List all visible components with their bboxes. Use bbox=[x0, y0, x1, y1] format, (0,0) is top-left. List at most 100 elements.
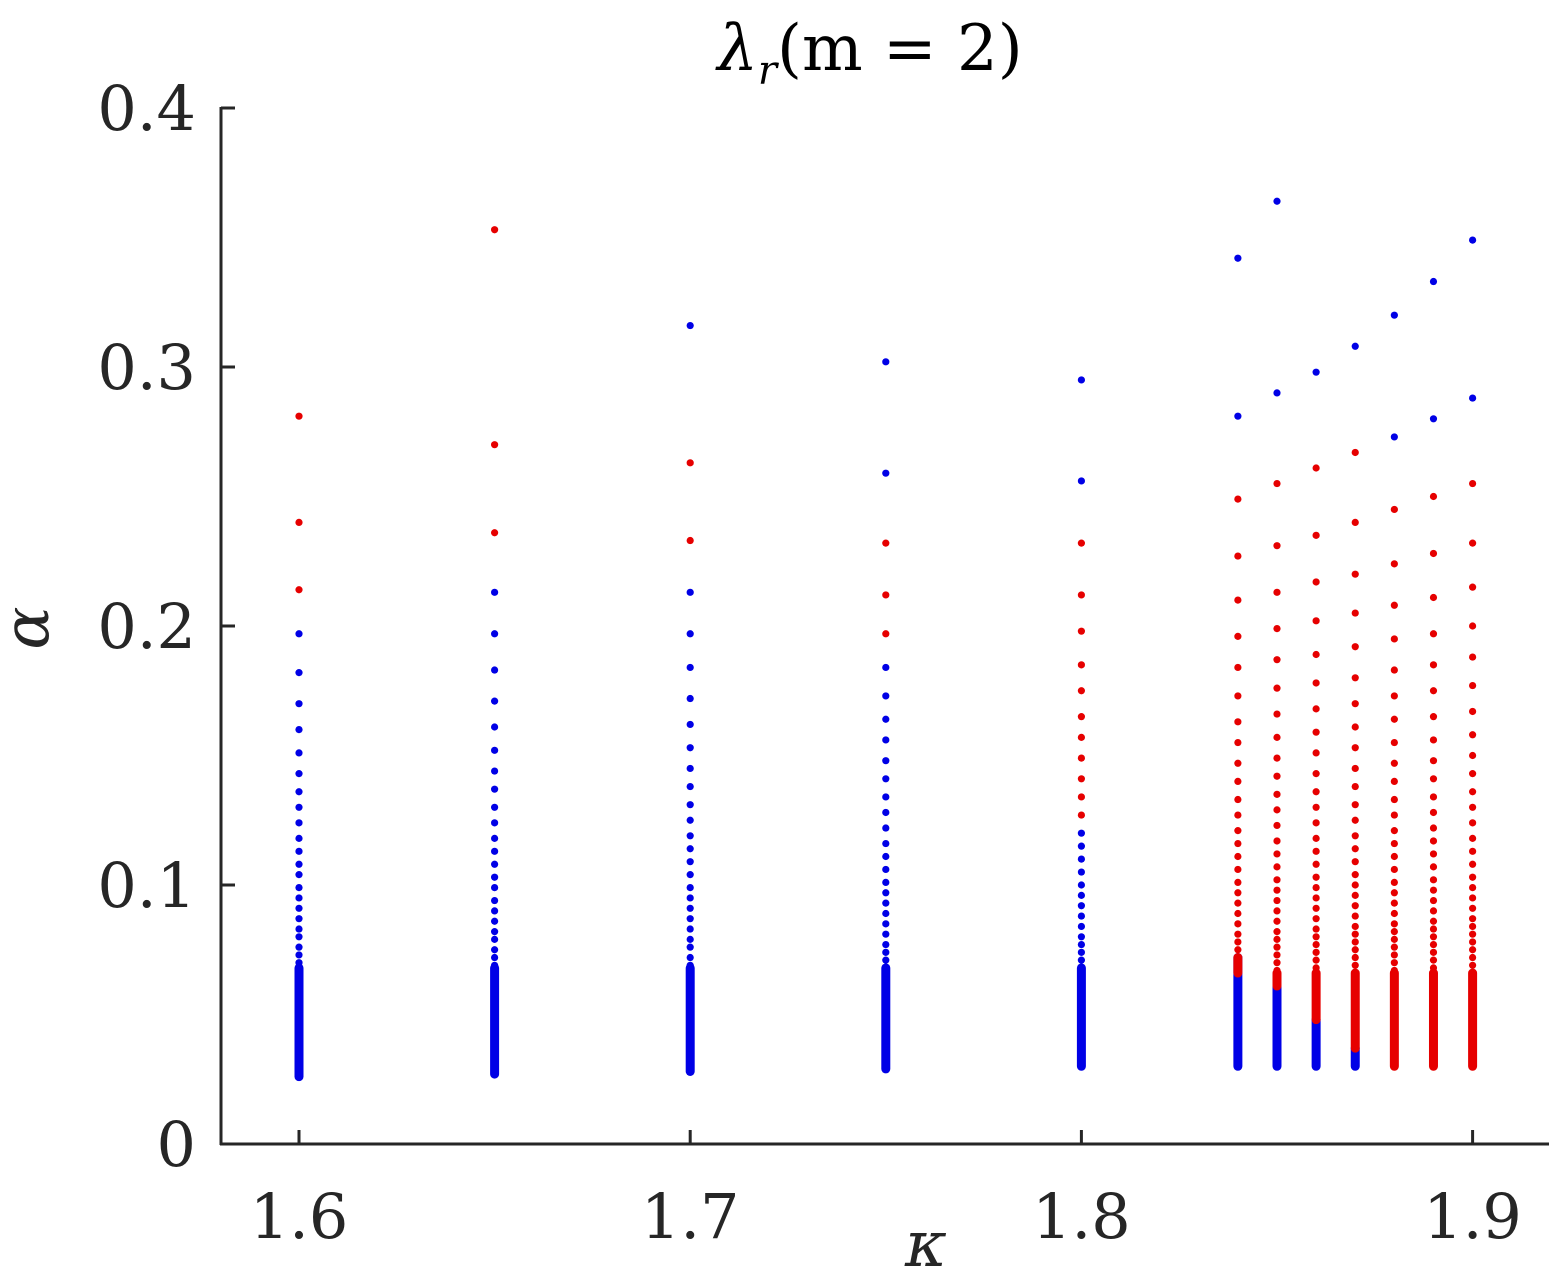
chart-title-rest: (m = 2) bbox=[777, 12, 1023, 86]
red-point bbox=[686, 459, 694, 467]
blue-point bbox=[295, 669, 303, 677]
blue-point bbox=[491, 961, 499, 969]
blue-point bbox=[686, 764, 694, 773]
red-point bbox=[1234, 495, 1242, 503]
blue-point bbox=[295, 871, 303, 879]
red-point bbox=[1429, 824, 1438, 832]
red-point bbox=[1469, 479, 1477, 488]
blue-point bbox=[491, 896, 499, 905]
blue-point bbox=[882, 948, 890, 956]
red-point bbox=[1390, 839, 1398, 848]
red-point bbox=[1273, 850, 1281, 858]
y-tick-label: 0.4 bbox=[97, 72, 196, 145]
red-point bbox=[1234, 738, 1242, 747]
red-point bbox=[1429, 896, 1438, 905]
red-point bbox=[1312, 915, 1320, 923]
red-point bbox=[1312, 728, 1320, 736]
blue-point bbox=[491, 873, 499, 881]
red-point bbox=[1273, 542, 1281, 550]
red-point bbox=[1312, 979, 1320, 988]
blue-point bbox=[295, 834, 303, 842]
red-point bbox=[1273, 754, 1281, 762]
red-point bbox=[1351, 570, 1359, 578]
blue-point bbox=[686, 832, 694, 840]
red-point bbox=[1351, 977, 1359, 985]
kappa-column bbox=[1428, 277, 1438, 1071]
red-point bbox=[1351, 930, 1359, 938]
red-point bbox=[1312, 956, 1320, 964]
red-point bbox=[1390, 635, 1398, 643]
blue-point bbox=[1312, 368, 1320, 376]
blue-point bbox=[1351, 342, 1359, 350]
red-point bbox=[1469, 834, 1477, 842]
y-tick-label: 0.1 bbox=[97, 849, 196, 922]
blue-point bbox=[1390, 311, 1398, 319]
red-point bbox=[1077, 713, 1085, 721]
red-point bbox=[1351, 953, 1359, 962]
red-point bbox=[1469, 938, 1477, 946]
red-point bbox=[1390, 811, 1398, 819]
blue-point bbox=[1077, 964, 1085, 972]
red-point bbox=[1429, 661, 1438, 669]
red-point bbox=[1469, 873, 1477, 881]
blue-point bbox=[686, 883, 694, 892]
red-point bbox=[1429, 917, 1438, 925]
red-point bbox=[1351, 723, 1359, 731]
blue-point bbox=[686, 816, 694, 824]
red-point bbox=[1351, 946, 1359, 954]
red-point bbox=[1429, 863, 1438, 871]
red-point bbox=[1077, 661, 1085, 669]
red-point bbox=[1469, 883, 1477, 892]
blue-point bbox=[1273, 197, 1281, 205]
red-point bbox=[1390, 560, 1398, 568]
blue-point bbox=[686, 694, 694, 703]
red-point bbox=[1312, 972, 1320, 980]
blue-point bbox=[1390, 433, 1398, 441]
red-point bbox=[1351, 764, 1359, 773]
red-point bbox=[1077, 793, 1085, 801]
blue-point bbox=[295, 819, 303, 827]
blue-point bbox=[686, 871, 694, 879]
red-point bbox=[1273, 837, 1281, 845]
red-point bbox=[1077, 539, 1085, 547]
blue-point bbox=[1077, 868, 1085, 876]
red-point bbox=[1312, 847, 1320, 855]
blue-point bbox=[491, 928, 499, 936]
kappa-column bbox=[294, 412, 304, 1082]
red-point bbox=[1429, 775, 1438, 783]
blue-point bbox=[491, 946, 499, 954]
blue-point bbox=[295, 925, 303, 933]
red-point bbox=[1390, 974, 1398, 982]
red-point bbox=[1351, 744, 1359, 752]
red-point bbox=[686, 536, 694, 545]
blue-point bbox=[1077, 829, 1085, 837]
blue-point bbox=[882, 808, 890, 817]
red-point bbox=[1351, 902, 1359, 910]
blue-point bbox=[686, 782, 694, 791]
red-point bbox=[882, 630, 890, 638]
blue-point bbox=[295, 788, 303, 796]
red-point bbox=[1077, 754, 1085, 762]
blue-point bbox=[295, 933, 303, 941]
red-point bbox=[1429, 948, 1438, 956]
red-point bbox=[1469, 707, 1477, 716]
red-point bbox=[1077, 687, 1085, 695]
red-point bbox=[1390, 601, 1398, 609]
red-point bbox=[1351, 871, 1359, 879]
red-point bbox=[1077, 627, 1085, 635]
blue-point bbox=[491, 785, 499, 793]
red-point bbox=[1351, 912, 1359, 920]
red-point bbox=[1234, 865, 1242, 874]
blue-point bbox=[491, 767, 499, 775]
blue-point bbox=[882, 964, 890, 972]
red-point bbox=[1469, 847, 1477, 855]
blue-point bbox=[686, 801, 694, 809]
blue-point bbox=[295, 883, 303, 892]
blue-point bbox=[295, 943, 303, 951]
red-point bbox=[1234, 827, 1242, 835]
blue-point bbox=[686, 953, 694, 962]
red-point bbox=[1273, 624, 1281, 633]
red-point bbox=[1351, 845, 1359, 853]
blue-point bbox=[491, 969, 499, 977]
red-point bbox=[1312, 948, 1320, 956]
